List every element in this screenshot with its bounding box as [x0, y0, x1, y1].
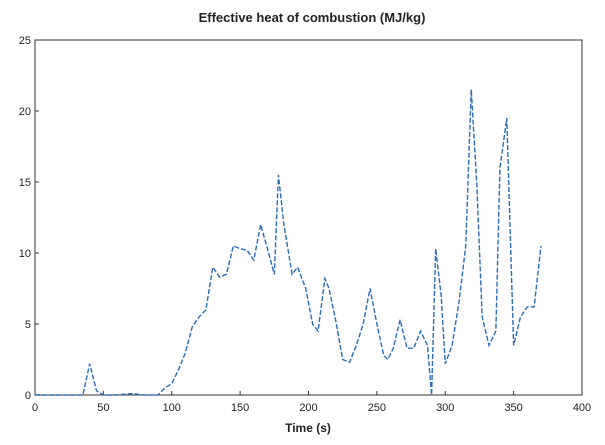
x-tick-label: 0 [32, 402, 38, 414]
x-tick-label: 150 [231, 402, 249, 414]
x-tick-label: 50 [97, 402, 109, 414]
plot-frame [34, 39, 583, 396]
x-axis-label: Time (s) [285, 421, 331, 435]
y-tick-label: 0 [25, 390, 31, 402]
y-tick-label: 20 [19, 106, 31, 118]
chart-title: Effective heat of combustion (MJ/kg) [199, 10, 426, 25]
x-tick-label: 200 [299, 402, 317, 414]
y-tick-label: 10 [19, 248, 31, 260]
y-tick-label: 15 [19, 177, 31, 189]
data-line [35, 89, 542, 396]
y-tick-label: 5 [25, 319, 31, 331]
x-tick-label: 250 [368, 402, 386, 414]
x-tick-label: 400 [573, 402, 591, 414]
x-tick-label: 100 [163, 402, 181, 414]
x-tick-label: 350 [504, 402, 522, 414]
x-tick-label: 300 [436, 402, 454, 414]
y-tick-label: 25 [19, 35, 31, 47]
